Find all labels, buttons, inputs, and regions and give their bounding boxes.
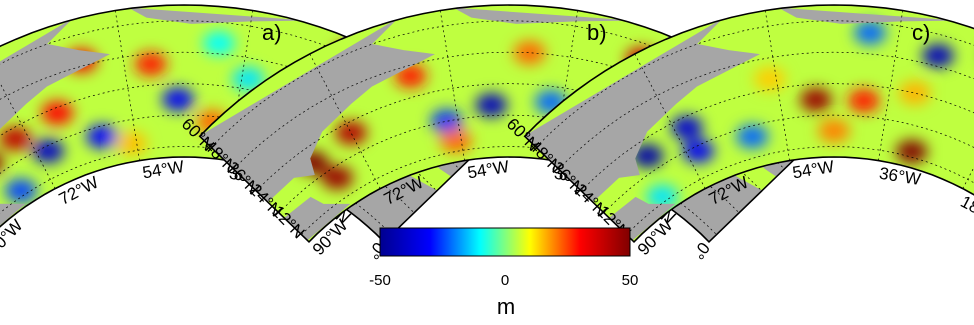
- land-mass: [130, 7, 298, 24]
- map-frame: [523, 4, 974, 244]
- anomaly-cell: [86, 124, 119, 149]
- parallel-line: [210, 20, 808, 148]
- land-mass: [199, 19, 435, 203]
- anomaly-cell: [800, 87, 832, 112]
- anomaly-cell: [682, 139, 715, 164]
- anomaly-cell: [162, 87, 194, 112]
- panel-letter-c: c): [912, 20, 930, 45]
- anomaly-cell: [631, 143, 664, 168]
- parallel-line: [603, 114, 974, 214]
- anomaly-cell: [32, 139, 65, 164]
- colorbar-gradient: [379, 227, 631, 257]
- anomaly-cell: [321, 165, 354, 190]
- parallel-line: [278, 114, 740, 214]
- anomaly-cell: [753, 66, 786, 91]
- panel-letter-b: b): [587, 20, 607, 45]
- anomaly-cell: [736, 124, 769, 149]
- parallel-line: [0, 114, 415, 214]
- anomaly-cell: [854, 20, 886, 45]
- anomaly-cell: [847, 88, 880, 113]
- land-mass: [524, 19, 760, 203]
- meridian-line: [309, 53, 381, 189]
- anomaly-cell: [898, 81, 931, 105]
- lon-tick-label: 54°W: [466, 157, 510, 182]
- colorbar-tick-max: 50: [622, 272, 639, 289]
- anomaly-cell: [134, 52, 167, 77]
- lon-tick-label: 18°W: [957, 192, 974, 228]
- anomaly-cell: [4, 178, 37, 203]
- lon-tick-label: 54°W: [141, 157, 185, 182]
- anomaly-layer: [631, 20, 954, 209]
- anomaly-cell: [115, 131, 148, 156]
- colorbar: -50 0 50 m: [369, 227, 639, 319]
- colorbar-tick-mid: 0: [501, 272, 509, 289]
- land-mass: [0, 19, 110, 203]
- meridian-line: [634, 53, 706, 189]
- lon-tick-label: 54°W: [791, 157, 835, 182]
- anomaly-cell: [475, 93, 508, 118]
- meridian-line: [878, 10, 904, 161]
- anomaly-cell: [895, 139, 928, 164]
- land-mass: [455, 7, 623, 24]
- parallel-line: [626, 146, 974, 235]
- parallel-line: [535, 20, 974, 148]
- anomaly-cell: [818, 118, 850, 143]
- anomaly-cell: [646, 184, 679, 209]
- land-mass: [780, 7, 948, 24]
- map-frame: [198, 4, 820, 244]
- anomaly-cell: [439, 128, 472, 153]
- map-body-c: [524, 5, 974, 242]
- anomaly-cell: [513, 40, 546, 65]
- meridian-line: [114, 10, 140, 161]
- anomaly-cell: [335, 120, 368, 145]
- meridian-line: [0, 53, 56, 189]
- anomaly-cell: [670, 115, 703, 140]
- colorbar-tick-min: -50: [369, 272, 391, 289]
- anomaly-cell: [922, 43, 954, 68]
- colorbar-unit: m: [497, 294, 515, 319]
- anomaly-cell: [41, 100, 74, 125]
- anomaly-cell: [232, 66, 265, 91]
- anomaly-cell: [430, 109, 463, 134]
- panel-letter-a: a): [262, 20, 282, 45]
- anomaly-cell: [0, 126, 32, 151]
- meridian-line: [764, 10, 790, 161]
- anomaly-cell: [203, 31, 235, 56]
- meridian-line: [439, 10, 465, 161]
